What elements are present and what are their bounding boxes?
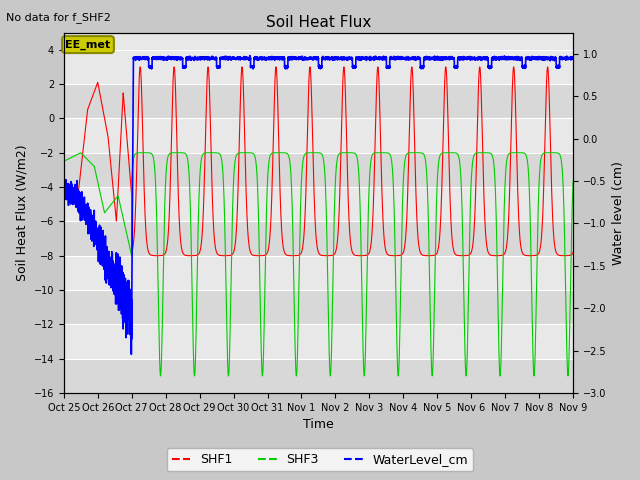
Bar [64,153,573,187]
X-axis label: Time: Time [303,419,334,432]
Bar [64,290,573,324]
Bar [64,221,573,256]
Legend: SHF1, SHF3, WaterLevel_cm: SHF1, SHF3, WaterLevel_cm [166,448,474,471]
Bar [64,359,573,393]
Title: Soil Heat Flux: Soil Heat Flux [266,15,371,30]
Bar [64,84,573,119]
Y-axis label: Water level (cm): Water level (cm) [612,161,625,265]
Text: No data for f_SHF2: No data for f_SHF2 [6,12,111,23]
Text: EE_met: EE_met [65,39,111,50]
Y-axis label: Soil Heat Flux (W/m2): Soil Heat Flux (W/m2) [15,144,28,281]
